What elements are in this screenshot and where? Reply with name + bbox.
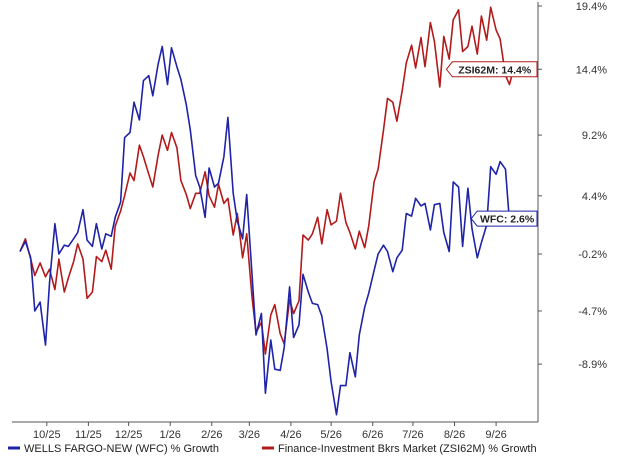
- y-tick-label: 9.2%: [582, 130, 607, 142]
- axes: 19.4% 14.4% 9.2% 4.4% -0.2% -4.7% -8.9% 10/25 11…: [12, 1, 607, 441]
- x-tick-label: 8/26: [444, 429, 465, 441]
- legend-label: WELLS FARGO-NEW (WFC) % Growth: [24, 443, 219, 455]
- wfc-series-line: [19, 45, 515, 416]
- legend: WELLS FARGO-NEW (WFC) % Growth Finance-In…: [8, 443, 537, 455]
- y-tick-label: 4.4%: [582, 191, 607, 203]
- y-tick-label: -0.2%: [578, 249, 607, 261]
- legend-label: Finance-Investment Bkrs Market (ZSI62M) …: [278, 443, 537, 455]
- y-tick-label: -8.9%: [578, 359, 607, 371]
- zsi62m-series-line: [19, 6, 515, 355]
- x-tick-label: 12/25: [115, 429, 143, 441]
- legend-item-wfc: WELLS FARGO-NEW (WFC) % Growth: [8, 443, 219, 455]
- end-label-text: WFC: 2.6%: [480, 214, 535, 226]
- x-tick-label: 5/26: [320, 429, 341, 441]
- x-tick-label: 10/25: [33, 429, 61, 441]
- end-label-box: [470, 210, 538, 227]
- x-tick-label: 3/26: [239, 429, 260, 441]
- end-value-labels: WFC: 2.6% ZSI62M: 14.4%: [445, 61, 538, 227]
- y-tick-label: 14.4%: [576, 64, 607, 76]
- end-label-box: [445, 61, 538, 78]
- x-tick-label: 9/26: [485, 429, 506, 441]
- x-tick-label: 1/26: [159, 429, 180, 441]
- x-tick-label: 6/26: [362, 429, 383, 441]
- legend-item-zsi62m: Finance-Investment Bkrs Market (ZSI62M) …: [262, 443, 537, 455]
- x-tick-label: 4/26: [280, 429, 301, 441]
- x-tick-label: 2/26: [201, 429, 222, 441]
- x-tick-label: 11/25: [75, 429, 102, 441]
- x-tick-label: 7/26: [402, 429, 423, 441]
- y-tick-label: -4.7%: [578, 306, 607, 318]
- zsi62m-end-label: ZSI62M: 14.4%: [445, 61, 538, 78]
- end-label-text: ZSI62M: 14.4%: [458, 64, 532, 76]
- y-tick-label: 19.4%: [576, 1, 607, 13]
- series-lines: [19, 6, 515, 416]
- wfc-end-label: WFC: 2.6%: [470, 210, 538, 227]
